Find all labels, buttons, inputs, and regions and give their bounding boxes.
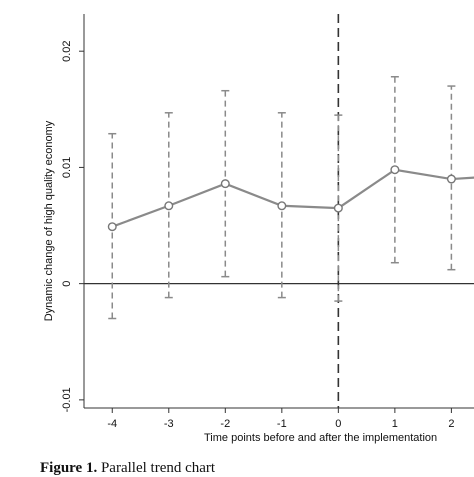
y-tick-label: 0.02: [61, 40, 73, 61]
y-tick-label: -0.01: [61, 387, 73, 412]
x-tick-label: 1: [392, 418, 398, 430]
data-point: [277, 201, 287, 211]
x-tick-label: -3: [164, 418, 174, 430]
data-point: [107, 222, 117, 232]
plot-area: [84, 14, 474, 408]
y-tick-label: 0.01: [61, 157, 73, 178]
x-tick-label: -2: [220, 418, 230, 430]
figure-caption-label: Figure 1.: [40, 460, 98, 476]
data-point: [164, 201, 174, 211]
y-axis-title: Dynamic change of high quality economy: [43, 120, 55, 321]
data-point: [333, 203, 343, 213]
data-point: [390, 165, 400, 175]
data-point: [446, 174, 456, 184]
y-tick-label: 0: [61, 281, 73, 287]
figure-caption: Figure 1. Parallel trend chart: [40, 460, 215, 477]
x-tick-label: -4: [107, 418, 117, 430]
figure-caption-text: Parallel trend chart: [100, 460, 216, 476]
data-point: [220, 179, 230, 189]
x-tick-label: 2: [448, 418, 454, 430]
x-axis: -4 -3 -2 -1 0 1 2: [84, 407, 474, 430]
x-tick-label: 0: [335, 418, 341, 430]
x-tick-label: -1: [277, 418, 287, 430]
x-axis-title: Time points before and after the impleme…: [204, 432, 437, 444]
series-line: [111, 168, 474, 228]
y-axis: -0.01 0 0.01 0.02: [61, 14, 85, 412]
